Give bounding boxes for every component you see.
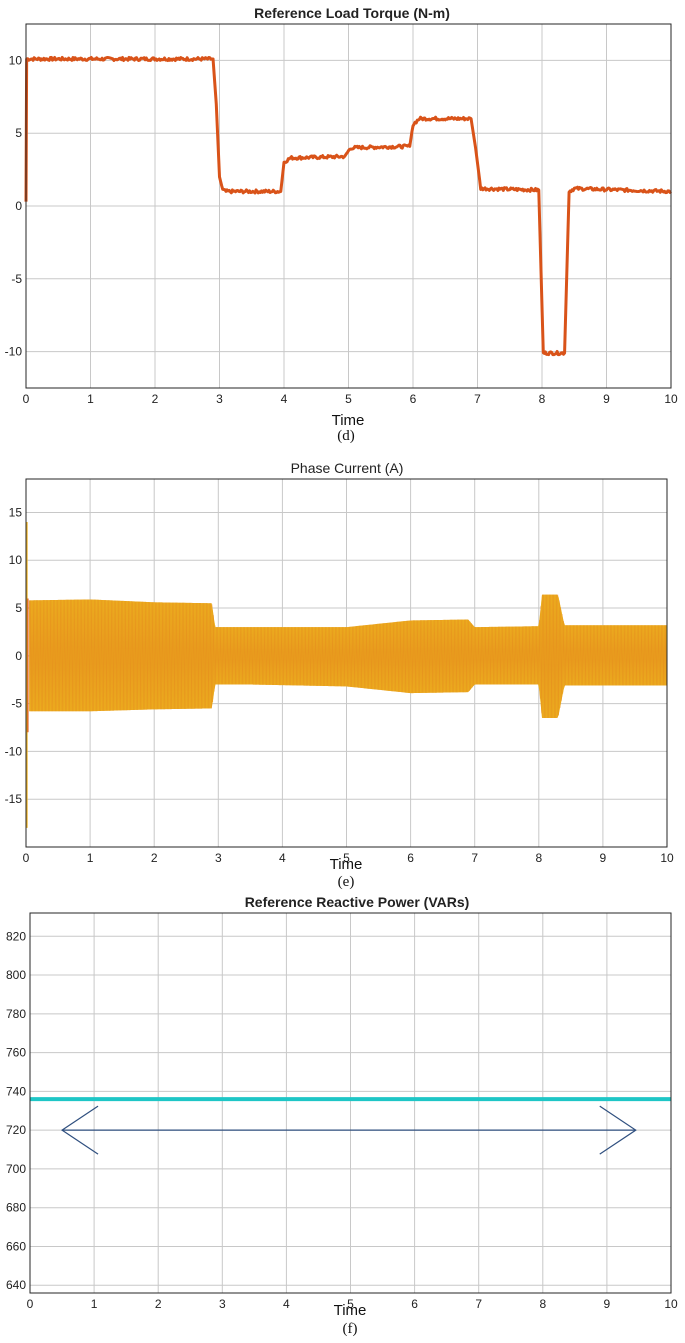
caption-d: (d) xyxy=(337,428,355,444)
x-tick-label: 1 xyxy=(87,851,94,865)
y-tick-label: 680 xyxy=(6,1201,26,1215)
x-tick-label: 1 xyxy=(91,1297,98,1311)
chart-title-reactive-power: Reference Reactive Power (VARs) xyxy=(245,894,470,910)
y-tick-label: 660 xyxy=(6,1239,26,1253)
x-tick-label: 5 xyxy=(347,1297,354,1311)
x-tick-label: 9 xyxy=(600,851,607,865)
x-tick-label: 4 xyxy=(283,1297,290,1311)
y-tick-label: 740 xyxy=(6,1084,26,1098)
caption-f: (f) xyxy=(343,1321,358,1337)
ticks-reactive-power: 0 1 2 3 4 5 6 7 8 9 10 640 660 680 700 720 740 760 780 800 8… xyxy=(6,929,678,1311)
chart-load-torque: Reference Load Torque (N-m) 0 1 2 3 4 5 6 7 8 9 10… xyxy=(5,5,678,444)
x-tick-label: 3 xyxy=(219,1297,226,1311)
x-tick-label: 8 xyxy=(539,1297,546,1311)
y-tick-label: 760 xyxy=(6,1046,26,1060)
x-tick-label: 4 xyxy=(279,851,286,865)
x-tick-label: 1 xyxy=(87,392,94,406)
x-tick-label: 5 xyxy=(345,392,352,406)
double-arrow-left-head xyxy=(60,1105,99,1155)
chart-title-phase-current: Phase Current (A) xyxy=(291,460,404,476)
x-tick-label: 6 xyxy=(410,392,417,406)
y-tick-label: 780 xyxy=(6,1007,26,1021)
x-tick-label: 3 xyxy=(215,851,222,865)
x-tick-label: 6 xyxy=(407,851,414,865)
double-arrow-right-head xyxy=(599,1105,637,1155)
y-tick-label: 5 xyxy=(15,601,22,615)
chart-reactive-power: Reference Reactive Power (VARs) 0 1 2 3 4 5 6 7… xyxy=(6,894,678,1337)
x-tick-label: 10 xyxy=(660,851,674,865)
ticks-phase-current: 0 1 2 3 4 5 6 7 8 9 10 -15 -10 -5 0 5 10 15 xyxy=(5,505,674,865)
y-tick-label: -10 xyxy=(5,744,23,758)
x-tick-label: 2 xyxy=(152,392,159,406)
x-tick-label: 2 xyxy=(155,1297,162,1311)
plot-area-phase-current xyxy=(25,522,668,828)
y-tick-label: 0 xyxy=(15,649,22,663)
plot-frame-phase-current xyxy=(25,478,668,848)
grid-load-torque xyxy=(25,24,672,388)
x-tick-label: 7 xyxy=(475,1297,482,1311)
plot-frame-load-torque xyxy=(25,23,672,389)
x-tick-label: 8 xyxy=(539,392,546,406)
y-tick-label: -5 xyxy=(11,272,22,286)
caption-e: (e) xyxy=(338,874,355,890)
chart-title-load-torque: Reference Load Torque (N-m) xyxy=(254,5,450,21)
series-line-load-torque xyxy=(24,55,672,357)
y-tick-label: 700 xyxy=(6,1162,26,1176)
ticks-load-torque: 0 1 2 3 4 5 6 7 8 9 10 -10 -5 0 5 10 xyxy=(5,53,678,406)
x-tick-label: 6 xyxy=(411,1297,418,1311)
y-tick-label: 640 xyxy=(6,1278,26,1292)
x-tick-label: 9 xyxy=(604,1297,611,1311)
x-tick-label: 2 xyxy=(151,851,158,865)
y-tick-label: 720 xyxy=(6,1123,26,1137)
x-tick-label: 8 xyxy=(535,851,542,865)
series-band-overlay-phase-current xyxy=(29,594,667,718)
x-tick-label: 0 xyxy=(23,851,30,865)
y-tick-label: -5 xyxy=(11,697,22,711)
y-tick-label: 10 xyxy=(9,553,23,567)
y-tick-label: 0 xyxy=(15,199,22,213)
y-tick-label: 5 xyxy=(15,126,22,140)
series-line-phase-current xyxy=(28,594,668,718)
x-tick-label: 7 xyxy=(471,851,478,865)
x-tick-label: 5 xyxy=(343,851,350,865)
x-axis-label-load-torque: Time xyxy=(332,412,365,429)
chart-phase-current: Phase Current (A) 0 1 2 3 4 5 6 7 8 9 10 -15 -10 -5 0 5… xyxy=(5,460,674,890)
x-axis-label-phase-current: Time xyxy=(330,856,363,873)
x-tick-label: 0 xyxy=(23,392,30,406)
y-tick-label: -15 xyxy=(5,792,23,806)
x-tick-label: 9 xyxy=(603,392,610,406)
y-tick-label: 820 xyxy=(6,929,26,943)
y-tick-label: 800 xyxy=(6,968,26,982)
y-tick-label: -10 xyxy=(5,345,23,359)
x-tick-label: 7 xyxy=(474,392,481,406)
grid-reactive-power xyxy=(29,913,672,1293)
y-tick-label: 15 xyxy=(9,505,23,519)
x-tick-label: 10 xyxy=(664,1297,678,1311)
plot-area-reactive-power xyxy=(30,1097,671,1155)
x-tick-label: 0 xyxy=(27,1297,34,1311)
x-tick-label: 3 xyxy=(216,392,223,406)
plot-area-load-torque xyxy=(24,55,672,357)
y-tick-label: 10 xyxy=(9,53,23,67)
plot-frame-reactive-power xyxy=(29,912,672,1294)
x-tick-label: 10 xyxy=(664,392,678,406)
x-axis-label-reactive-power: Time xyxy=(334,1302,367,1319)
x-tick-label: 4 xyxy=(281,392,288,406)
